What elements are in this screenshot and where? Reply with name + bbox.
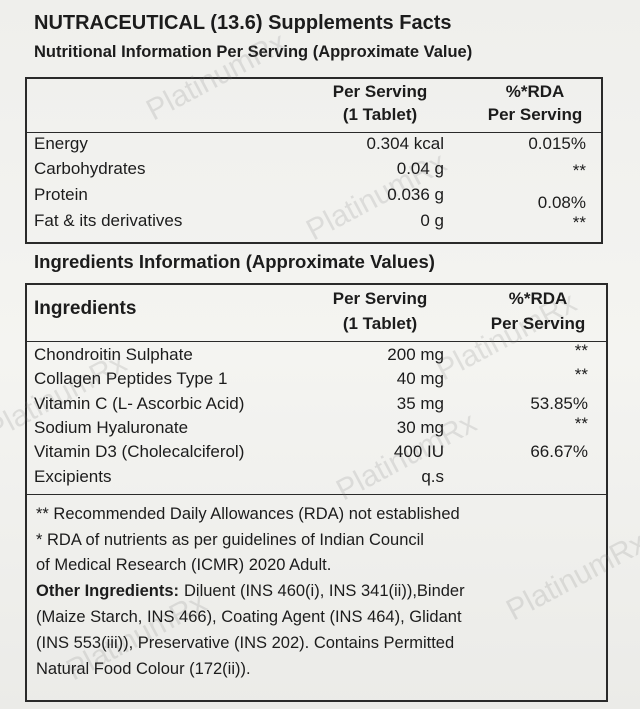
- other-ingredients-text: Natural Food Colour (172(ii)).: [36, 659, 251, 678]
- column-header: Per Serving: [332, 82, 428, 101]
- cell-value: 0.304 kcal: [366, 134, 445, 153]
- row-label: Chondroitin Sulphate: [34, 345, 193, 364]
- other-ingredients-text: (Maize Starch, INS 466), Coating Agent (…: [36, 607, 462, 626]
- title: NUTRACEUTICAL (13.6) Supplements Facts: [34, 12, 452, 34]
- other-ingredients-label: Other Ingredients:: [36, 581, 180, 600]
- column-header: Per Serving: [490, 314, 586, 333]
- table-rule: [25, 494, 608, 495]
- row-label: Vitamin C (L- Ascorbic Acid): [34, 393, 245, 413]
- footnote: of Medical Research (ICMR) 2020 Adult.: [36, 556, 332, 574]
- cell-value: 0.036 g: [387, 185, 444, 204]
- other-ingredients-text: (INS 553(iii)), Preservative (INS 202). …: [36, 633, 455, 652]
- nutrition-table: [25, 77, 603, 244]
- row-label: Vitamin D3 (Cholecalciferol): [34, 442, 245, 462]
- footnote: * RDA of nutrients as per guidelines of …: [36, 530, 424, 549]
- cell-value: **: [574, 365, 588, 385]
- footnote: ** Recommended Daily Allowances (RDA) no…: [36, 505, 460, 523]
- table-rule: [25, 132, 603, 133]
- cell-value: 35 mg: [396, 393, 444, 413]
- column-header: %*RDA: [505, 82, 565, 101]
- cell-value: 30 mg: [396, 417, 444, 437]
- cell-value: 66.67%: [530, 442, 588, 462]
- column-header: Ingredients: [34, 298, 137, 319]
- row-label: Carbohydrates: [34, 159, 146, 178]
- cell-value: 0.04 g: [396, 159, 444, 178]
- row-label: Excipients: [34, 466, 112, 486]
- column-header: %*RDA: [508, 289, 568, 308]
- cell-value: 40 mg: [396, 369, 444, 389]
- cell-value: 400 IU: [393, 442, 444, 462]
- cell-value: 0.015%: [528, 134, 586, 153]
- row-label: Fat & its derivatives: [34, 211, 183, 230]
- section-heading: Ingredients Information (Approximate Val…: [34, 251, 435, 272]
- row-label: Protein: [34, 185, 88, 204]
- other-ingredients-text: Diluent (INS 460(i), INS 341(ii)),Binder: [184, 581, 465, 600]
- cell-value: 53.85%: [530, 393, 588, 413]
- cell-value: 0.08%: [537, 193, 586, 212]
- cell-value: **: [572, 213, 586, 232]
- cell-value: 0 g: [420, 211, 444, 230]
- cell-value: **: [574, 413, 588, 433]
- table-rule: [25, 341, 608, 342]
- row-label: Energy: [34, 134, 88, 153]
- cell-value: 200 mg: [387, 345, 444, 364]
- column-header: (1 Tablet): [342, 314, 418, 333]
- row-label: Sodium Hyaluronate: [34, 417, 189, 437]
- subtitle: Nutritional Information Per Serving (App…: [34, 43, 473, 61]
- column-header: Per Serving: [487, 105, 583, 124]
- cell-value: **: [574, 341, 588, 360]
- column-header: Per Serving: [332, 289, 428, 308]
- ingredients-table: [25, 283, 608, 702]
- cell-value: **: [572, 161, 586, 180]
- row-label: Collagen Peptides Type 1: [34, 369, 228, 389]
- cell-value: q.s: [421, 466, 444, 486]
- column-header: (1 Tablet): [342, 105, 418, 124]
